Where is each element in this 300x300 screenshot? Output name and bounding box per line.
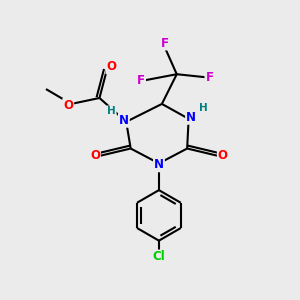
Text: O: O [63, 99, 73, 112]
Text: Cl: Cl [152, 250, 165, 263]
Text: O: O [218, 149, 228, 162]
Text: F: F [161, 37, 169, 50]
Text: N: N [186, 111, 196, 124]
Text: H: H [107, 106, 116, 116]
Text: F: F [206, 71, 213, 84]
Text: O: O [90, 149, 100, 162]
Text: N: N [154, 158, 164, 171]
Text: F: F [137, 74, 145, 87]
Text: N: N [119, 114, 129, 127]
Text: O: O [106, 60, 116, 73]
Text: H: H [199, 103, 208, 113]
